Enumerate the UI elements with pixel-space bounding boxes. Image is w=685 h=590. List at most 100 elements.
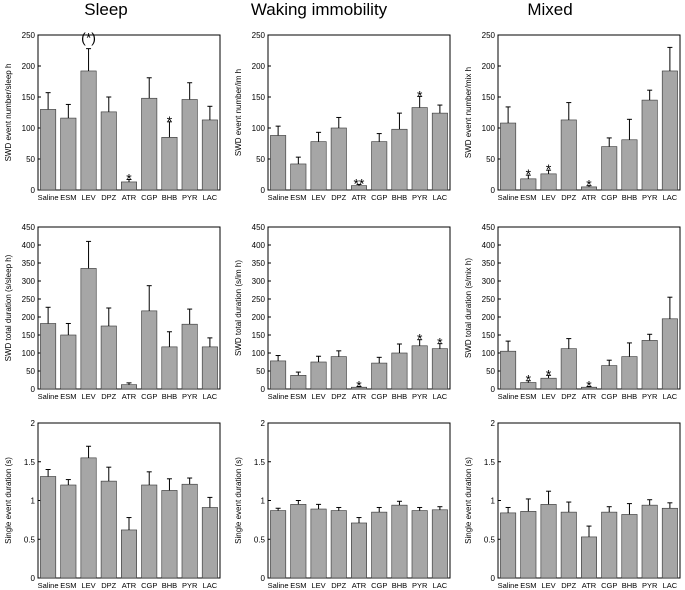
sleep-number-ytick-label: 100 xyxy=(22,124,36,133)
sleep-duration-ytick-label: 400 xyxy=(22,241,36,250)
wake-single-ytick-label: 1 xyxy=(261,497,266,506)
wake-single-bar-esm xyxy=(290,504,307,579)
mixed-duration-xtick-label: Saline xyxy=(498,392,519,401)
mixed-duration-xtick-label: DPZ xyxy=(561,392,576,401)
sleep-single-bar-bhb xyxy=(161,490,178,579)
sleep-single-xtick-label: DPZ xyxy=(101,581,116,590)
mixed-number-bar-pyr xyxy=(641,99,658,191)
wake-duration-xtick-label: CGP xyxy=(371,392,387,401)
wake-single-bar-saline xyxy=(270,510,287,579)
wake-duration-ytick-label: 400 xyxy=(252,241,266,250)
wake-duration-ytick-label: 0 xyxy=(261,385,266,394)
sleep-single-bar-lev xyxy=(80,457,97,579)
wake-duration-bar-esm xyxy=(290,375,307,390)
sleep-single-ylabel: Single event duration (s) xyxy=(4,457,13,544)
mixed-duration-ytick-label: 0 xyxy=(491,385,496,394)
mixed-number-ylabel: SWD event number/mix h xyxy=(464,67,473,158)
wake-single-xtick-label: DPZ xyxy=(331,581,346,590)
mixed-duration-xtick-label: BHB xyxy=(622,392,637,401)
mixed-duration-ytick-label: 450 xyxy=(482,223,496,232)
wake-number-xtick-label: Saline xyxy=(268,193,289,202)
wake-single-bar-lev xyxy=(310,508,327,579)
wake-single-bar-dpz xyxy=(330,510,347,579)
sleep-number-xtick-label: LEV xyxy=(81,193,95,202)
mixed-duration-xtick-label: LEV xyxy=(541,392,555,401)
wake-single-xtick-label: Saline xyxy=(268,581,289,590)
sleep-number-xtick-label: CGP xyxy=(141,193,157,202)
mixed-single-ytick-label: 1.5 xyxy=(484,458,496,467)
sleep-duration-ytick-label: 100 xyxy=(22,349,36,358)
wake-duration-xtick-label: Saline xyxy=(268,392,289,401)
sleep-number-bar-lac xyxy=(201,119,218,191)
sleep-single-xtick-label: Saline xyxy=(38,581,59,590)
wake-duration-bar-bhb xyxy=(391,352,408,390)
wake-single-xtick-label: LAC xyxy=(433,581,448,590)
wake-single-bar-pyr xyxy=(411,510,428,579)
wake-single-bar-bhb xyxy=(391,504,408,579)
sleep-duration-ytick-label: 200 xyxy=(22,313,36,322)
sleep-number-xtick-label: ESM xyxy=(60,193,76,202)
sleep-single-bar-lac xyxy=(201,507,218,579)
mixed-number-ytick-label: 200 xyxy=(482,62,496,71)
mixed-single-bar-dpz xyxy=(560,511,577,579)
mixed-duration-significance-mark: * xyxy=(546,366,552,382)
wake-single-ylabel: Single event duration (s) xyxy=(234,457,243,544)
mixed-duration-bar-saline xyxy=(500,350,517,390)
sleep-duration-xtick-label: DPZ xyxy=(101,392,116,401)
mixed-number-ytick-label: 50 xyxy=(486,155,495,164)
mixed-duration-bar-cgp xyxy=(601,365,618,390)
sleep-single-bar-atr xyxy=(121,529,137,579)
mixed-single-xtick-label: BHB xyxy=(622,581,637,590)
sleep-number-xtick-label: ATR xyxy=(122,193,137,202)
mixed-number-significance-mark: * xyxy=(526,166,532,182)
mixed-single-ylabel: Single event duration (s) xyxy=(464,457,473,544)
wake-duration-ylabel: SWD total duration (s/im h) xyxy=(234,260,243,356)
sleep-single-ytick-label: 1.5 xyxy=(24,458,36,467)
wake-duration-xtick-label: LEV xyxy=(311,392,325,401)
mixed-duration-ylabel: SWD total duration (s/mix h) xyxy=(464,258,473,358)
sleep-duration-xtick-label: CGP xyxy=(141,392,157,401)
mixed-number-bar-bhb xyxy=(621,139,638,191)
sleep-number-bar-pyr xyxy=(181,99,198,191)
wake-single-xtick-label: BHB xyxy=(392,581,407,590)
mixed-duration-bar-pyr xyxy=(641,340,658,390)
sleep-duration-xtick-label: PYR xyxy=(182,392,198,401)
sleep-single-xtick-label: ATR xyxy=(122,581,137,590)
wake-number-xtick-label: CGP xyxy=(371,193,387,202)
sleep-single-xtick-label: LAC xyxy=(203,581,218,590)
wake-duration-bar-lac xyxy=(431,348,448,390)
sleep-number-ytick-label: 200 xyxy=(22,62,36,71)
mixed-duration-ytick-label: 100 xyxy=(482,349,496,358)
mixed-single-bar-esm xyxy=(520,511,537,579)
mixed-duration-xtick-label: ATR xyxy=(582,392,597,401)
mixed-single-xtick-label: ATR xyxy=(582,581,597,590)
wake-duration-ytick-label: 100 xyxy=(252,349,266,358)
wake-duration-xtick-label: PYR xyxy=(412,392,428,401)
wake-duration-ytick-label: 450 xyxy=(252,223,266,232)
mixed-single-ytick-label: 1 xyxy=(491,497,496,506)
sleep-single-bar-saline xyxy=(40,476,57,579)
wake-number-ytick-label: 50 xyxy=(256,155,265,164)
wake-single-ytick-label: 0 xyxy=(261,574,266,583)
mixed-number-significance-mark: * xyxy=(546,161,552,177)
mixed-duration-xtick-label: CGP xyxy=(601,392,617,401)
mixed-number-bar-lac xyxy=(661,70,678,191)
mixed-number-xtick-label: ATR xyxy=(582,193,597,202)
wake-single-xtick-label: CGP xyxy=(371,581,387,590)
wake-duration-bar-saline xyxy=(270,360,287,390)
sleep-single-ytick-label: 0.5 xyxy=(24,535,36,544)
wake-number-significance-mark: ** xyxy=(354,175,365,191)
wake-duration-bar-cgp xyxy=(371,362,388,390)
sleep-duration-ytick-label: 450 xyxy=(22,223,36,232)
mixed-single-xtick-label: PYR xyxy=(642,581,658,590)
sleep-single-bar-dpz xyxy=(100,480,117,579)
mixed-single-xtick-label: LAC xyxy=(663,581,678,590)
wake-number-xtick-label: LAC xyxy=(433,193,448,202)
wake-duration-significance-mark: * xyxy=(437,335,443,351)
sleep-number-xtick-label: LAC xyxy=(203,193,218,202)
mixed-single-xtick-label: CGP xyxy=(601,581,617,590)
sleep-duration-xtick-label: Saline xyxy=(38,392,59,401)
sleep-single-ytick-label: 2 xyxy=(31,419,36,428)
sleep-number-ytick-label: 150 xyxy=(22,93,36,102)
mixed-number-xtick-label: CGP xyxy=(601,193,617,202)
